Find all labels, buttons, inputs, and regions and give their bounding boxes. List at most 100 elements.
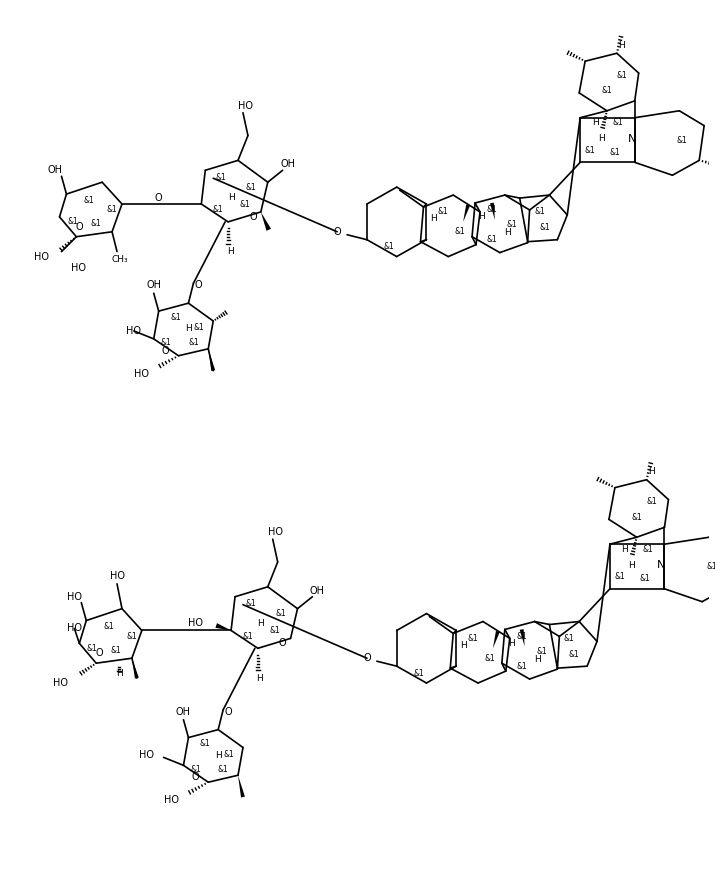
Text: &1: &1: [383, 242, 394, 251]
Text: &1: &1: [613, 118, 623, 127]
Text: &1: &1: [127, 632, 137, 641]
Text: HO: HO: [268, 527, 283, 538]
Text: &1: &1: [631, 513, 642, 522]
Text: O: O: [249, 212, 257, 222]
Text: &1: &1: [677, 136, 688, 145]
Text: H: H: [628, 561, 635, 570]
Text: N: N: [628, 134, 636, 143]
Text: H: H: [508, 639, 515, 648]
Text: H: H: [460, 641, 466, 650]
Text: &1: &1: [486, 235, 498, 244]
Text: &1: &1: [91, 219, 102, 229]
Text: H: H: [621, 545, 628, 554]
Polygon shape: [490, 203, 495, 220]
Text: H: H: [430, 214, 437, 223]
Polygon shape: [208, 349, 215, 371]
Text: O: O: [333, 227, 341, 237]
Text: &1: &1: [614, 572, 625, 581]
Text: HO: HO: [34, 252, 49, 262]
Text: H: H: [257, 674, 263, 683]
Text: H: H: [592, 118, 598, 127]
Text: O: O: [194, 280, 202, 290]
Text: OH: OH: [280, 159, 295, 169]
Text: &1: &1: [213, 206, 224, 214]
Text: &1: &1: [245, 599, 256, 608]
Text: &1: &1: [190, 765, 201, 773]
Text: &1: &1: [275, 609, 286, 618]
Text: H: H: [618, 41, 625, 50]
Text: &1: &1: [468, 634, 478, 643]
Text: &1: &1: [506, 221, 517, 230]
Polygon shape: [215, 623, 231, 630]
Text: H: H: [227, 247, 234, 256]
Text: &1: &1: [170, 312, 181, 321]
Text: &1: &1: [485, 654, 495, 663]
Text: &1: &1: [455, 227, 465, 236]
Text: &1: &1: [569, 650, 580, 659]
Text: HO: HO: [67, 624, 82, 634]
Text: &1: &1: [585, 146, 596, 155]
Text: &1: &1: [639, 574, 650, 583]
Text: O: O: [363, 653, 371, 663]
Text: O: O: [76, 222, 83, 231]
Text: &1: &1: [84, 196, 94, 205]
Text: &1: &1: [706, 562, 715, 571]
Text: &1: &1: [194, 323, 204, 333]
Polygon shape: [463, 205, 470, 222]
Text: H: H: [227, 192, 235, 201]
Text: &1: &1: [242, 632, 253, 641]
Text: &1: &1: [87, 643, 98, 652]
Text: &1: &1: [564, 634, 575, 643]
Text: H: H: [649, 467, 655, 476]
Text: CH₃: CH₃: [112, 255, 128, 264]
Text: N: N: [657, 560, 666, 570]
Text: &1: &1: [67, 217, 78, 226]
Text: &1: &1: [160, 338, 171, 347]
Text: &1: &1: [609, 148, 620, 157]
Polygon shape: [261, 212, 271, 231]
Text: &1: &1: [200, 739, 211, 748]
Text: &1: &1: [107, 206, 117, 214]
Text: HO: HO: [139, 750, 154, 760]
Text: HO: HO: [54, 678, 69, 688]
Text: HO: HO: [71, 263, 86, 273]
Text: H: H: [116, 668, 122, 677]
Text: &1: &1: [486, 206, 498, 214]
Text: H: H: [534, 655, 541, 664]
Text: O: O: [162, 346, 169, 356]
Text: &1: &1: [516, 632, 527, 641]
Polygon shape: [520, 629, 525, 646]
Text: &1: &1: [218, 765, 229, 773]
Text: &1: &1: [516, 661, 527, 671]
Text: OH: OH: [310, 586, 325, 595]
Text: &1: &1: [601, 86, 612, 95]
Text: HO: HO: [164, 795, 179, 805]
Text: HO: HO: [67, 592, 82, 602]
Text: OH: OH: [176, 707, 191, 716]
Text: OH: OH: [147, 280, 161, 290]
Polygon shape: [493, 631, 500, 648]
Text: HO: HO: [109, 570, 124, 581]
Text: &1: &1: [616, 70, 627, 79]
Text: H: H: [185, 325, 192, 334]
Text: HO: HO: [127, 326, 142, 336]
Text: &1: &1: [413, 668, 424, 677]
Text: HO: HO: [134, 368, 149, 378]
Text: &1: &1: [188, 338, 199, 347]
Text: &1: &1: [111, 646, 122, 655]
Text: O: O: [279, 638, 287, 648]
Text: O: O: [155, 193, 162, 203]
Text: &1: &1: [240, 199, 250, 208]
Text: O: O: [192, 773, 199, 782]
Text: &1: &1: [245, 182, 256, 191]
Text: &1: &1: [438, 207, 449, 216]
Text: &1: &1: [104, 622, 114, 631]
Text: H: H: [598, 134, 606, 143]
Text: &1: &1: [536, 647, 547, 656]
Text: O: O: [95, 648, 103, 659]
Text: O: O: [225, 707, 232, 716]
Text: HO: HO: [188, 618, 203, 627]
Polygon shape: [132, 659, 139, 678]
Text: H: H: [478, 213, 485, 222]
Polygon shape: [238, 775, 245, 797]
